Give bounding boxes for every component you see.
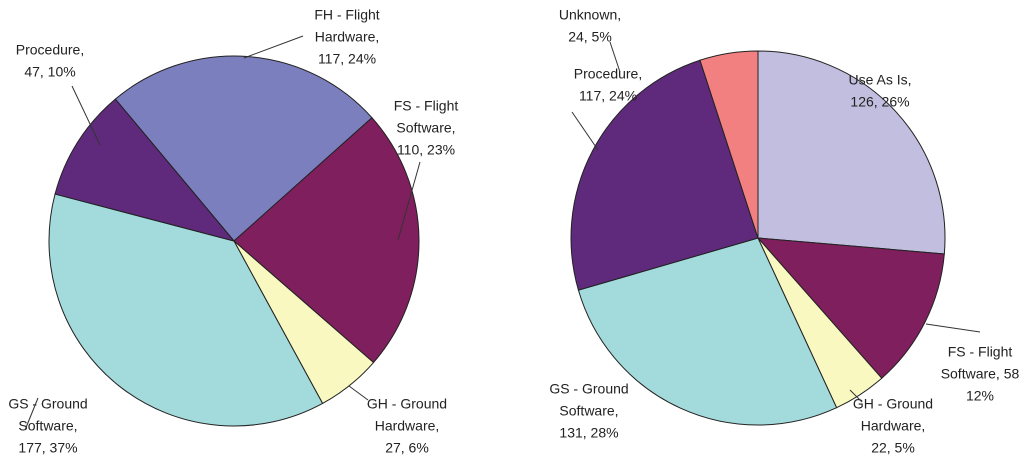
slice-label: Software, [396,120,455,136]
pie-slice [233,117,420,364]
leader-line [925,323,981,333]
slice-label: 27, 6% [385,440,429,456]
leader-line [348,385,369,401]
slice-label: 126, 26% [850,94,909,110]
leader-lines [24,35,981,431]
pie-slice [570,59,759,291]
slice-label: 110, 23% [397,142,455,158]
slice-label: 22, 5% [871,440,915,456]
pie-slice [48,193,324,427]
slice-label: GH - Ground [853,396,933,412]
leader-line [571,111,599,151]
slice-label: Use As Is, [848,72,911,88]
slice-label: GS - Ground [549,381,628,397]
slice-label: FH - Flight [314,7,379,23]
slice-label: GH - Ground [367,396,447,412]
slice-label: Software, 58 [941,366,1020,382]
pie-slice [757,50,946,255]
slice-label: Hardware, [375,418,440,434]
pie-slice [54,98,236,242]
slice-label: 12% [966,388,994,404]
slice-label: 131, 28% [559,425,618,441]
slice-label: Software, [559,403,618,419]
slice-label: 177, 37% [18,440,77,456]
leader-line [24,397,39,431]
slice-label: Hardware, [315,29,380,45]
slice-label: FS - Flight [948,344,1013,360]
leader-line [243,35,304,59]
slice-label: Software, [18,418,77,434]
leader-line [71,85,101,146]
slice-label: 24, 5% [568,29,612,45]
slice-label: GS - Ground [8,396,87,412]
slice-label: 117, 24% [318,51,376,67]
slice-label: Unknown, [559,7,621,23]
leader-line [397,161,421,241]
pie-slice [577,237,838,426]
slice-label: Procedure, [16,42,84,58]
pie-slice [756,237,945,379]
slice-label: Procedure, [574,66,642,82]
leader-line [609,41,621,73]
slice-label: 117, 24% [579,88,637,104]
slice-label: FS - Flight [394,98,459,114]
leader-line [849,389,863,403]
slice-label: 47, 10% [24,64,75,80]
pie-slice [699,50,759,239]
slice-label: Hardware, [861,418,926,434]
